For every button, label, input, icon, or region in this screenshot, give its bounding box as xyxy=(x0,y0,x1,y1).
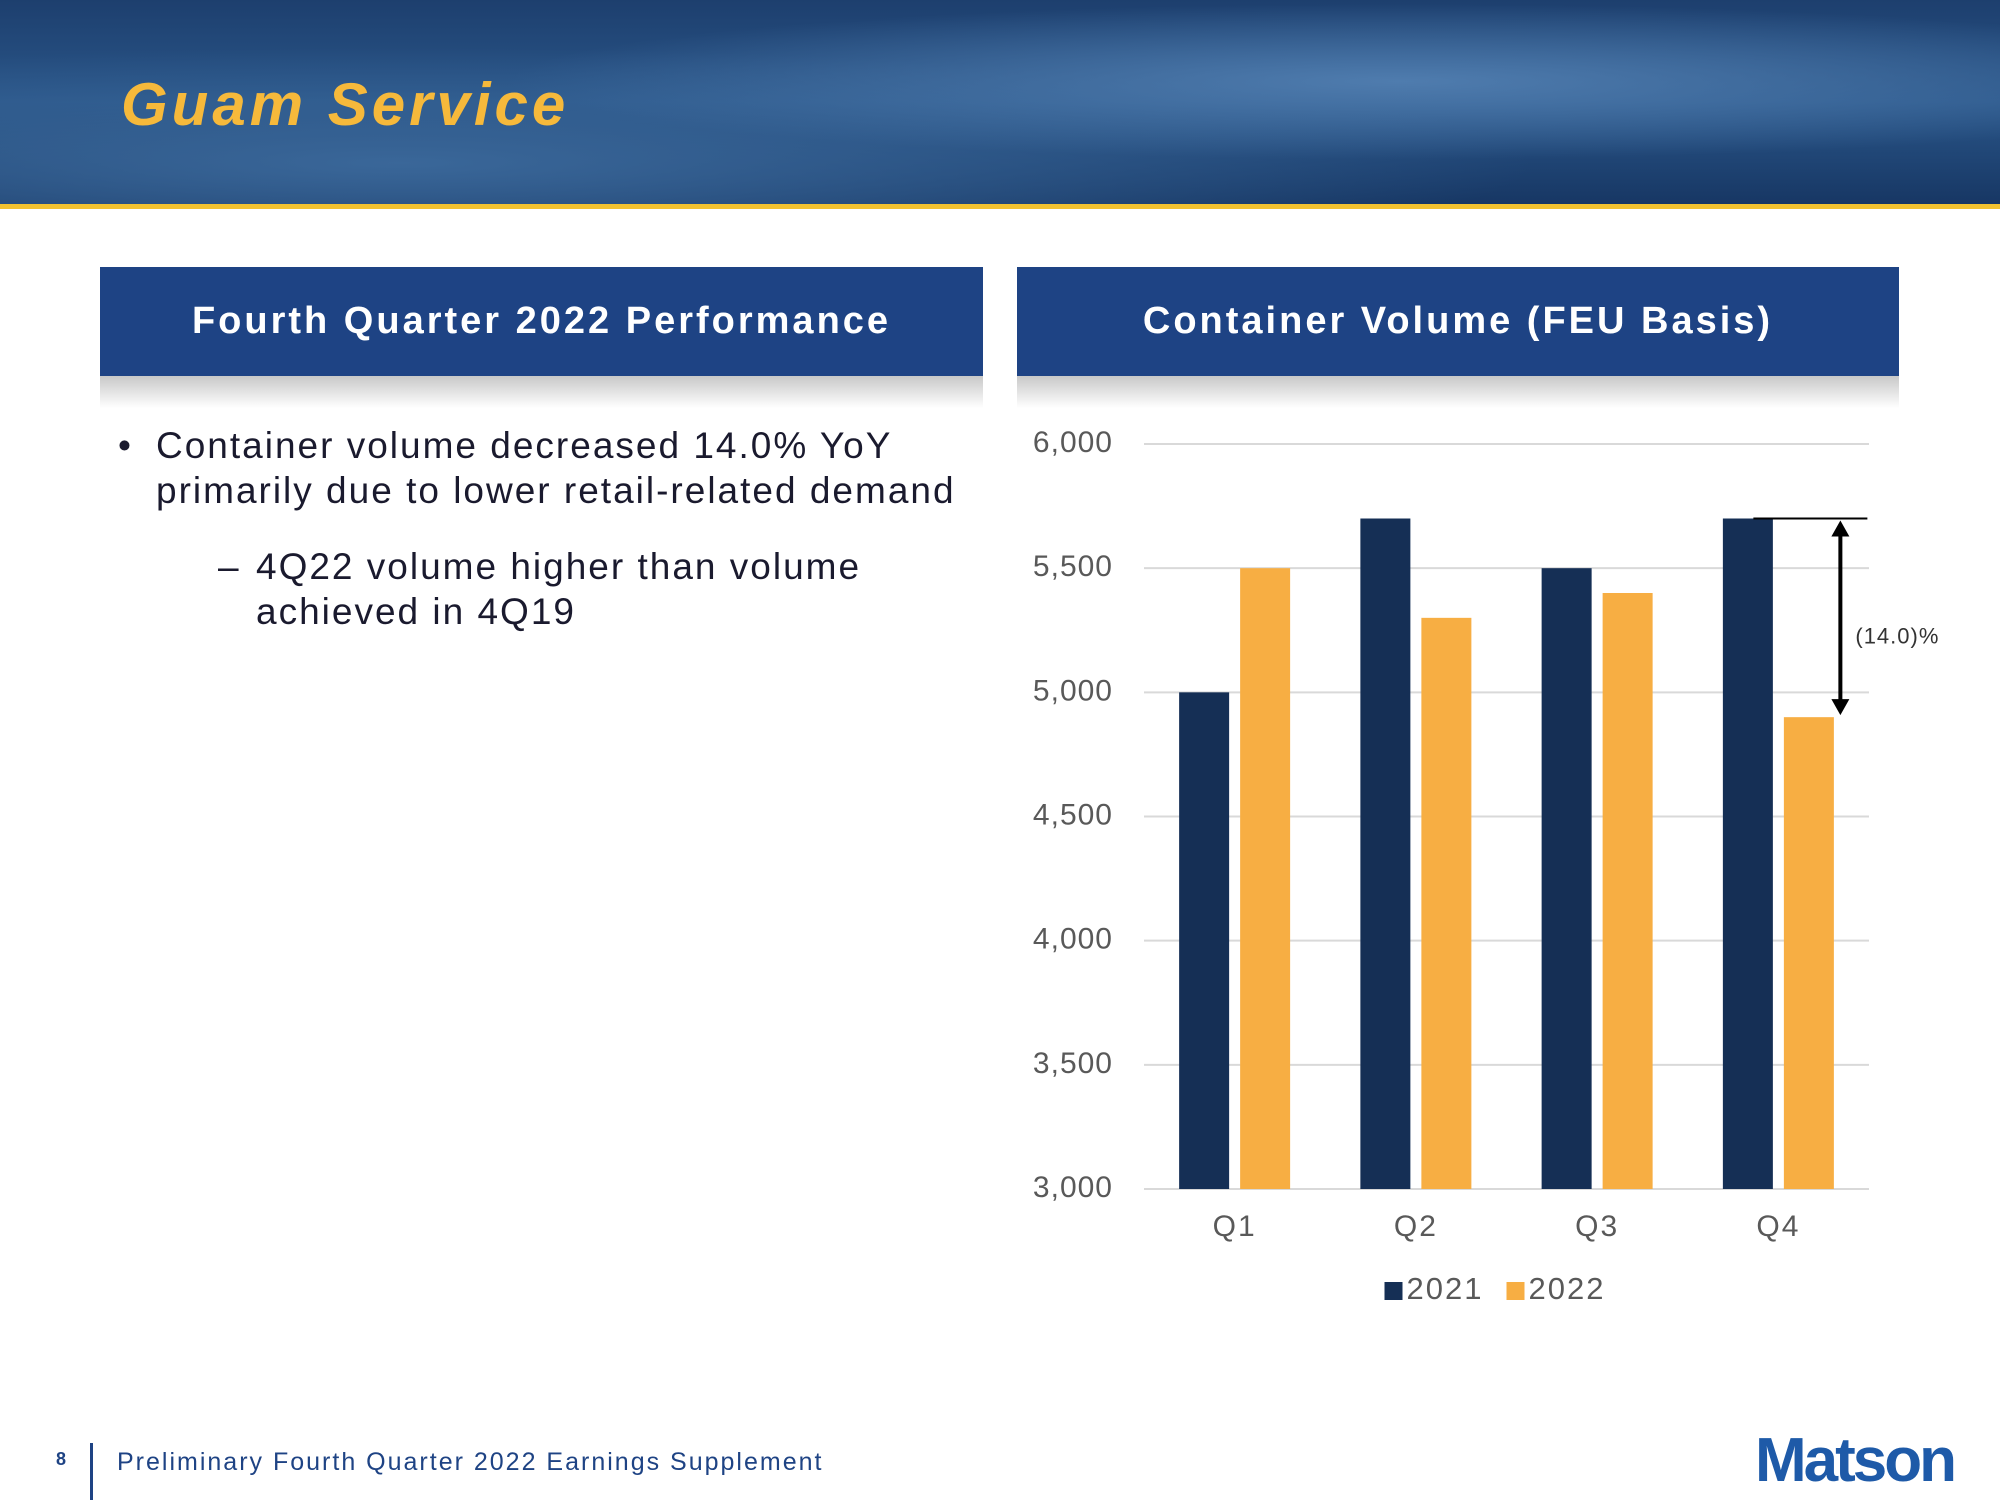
logo: Matson xyxy=(1755,1426,1957,1495)
x-tick-label: Q4 xyxy=(1756,1210,1800,1243)
y-tick-label: 3,000 xyxy=(1033,1171,1113,1204)
legend-label: 2021 xyxy=(1407,1271,1484,1306)
bar xyxy=(1722,518,1773,1189)
panel-shadow xyxy=(100,376,983,408)
annotation: (14.0)% xyxy=(1855,624,1939,649)
y-tick-label: 3,500 xyxy=(1033,1047,1113,1080)
y-tick-label: 5,000 xyxy=(1033,674,1113,707)
legend-label: 2022 xyxy=(1529,1271,1606,1306)
bar xyxy=(1421,617,1472,1189)
bar xyxy=(1602,593,1653,1189)
header-band xyxy=(0,0,2000,209)
sub-bullet: 4Q22 volume higher than volume achieved … xyxy=(256,546,862,632)
x-tick-label: Q1 xyxy=(1213,1210,1257,1243)
bullet: Container volume decreased 14.0% YoY pri… xyxy=(156,425,956,511)
bar xyxy=(1179,692,1230,1189)
bar xyxy=(1240,568,1291,1189)
bullet-dot: • xyxy=(118,425,133,466)
legend-swatch xyxy=(1384,1282,1403,1300)
page-number: 8 xyxy=(56,1449,67,1469)
sub-bullet-dash: – xyxy=(218,546,241,587)
arrow-head xyxy=(1831,699,1850,716)
panel-shadow xyxy=(1017,376,1899,408)
x-tick-label: Q3 xyxy=(1575,1210,1619,1243)
bar xyxy=(1360,518,1411,1189)
y-tick-label: 4,500 xyxy=(1033,798,1113,831)
slide-title: Guam Service xyxy=(121,71,570,138)
bar xyxy=(1783,717,1834,1189)
x-tick-label: Q2 xyxy=(1394,1210,1438,1243)
footer-divider xyxy=(90,1443,93,1500)
panel-header: Container Volume (FEU Basis) xyxy=(1017,267,1899,376)
y-tick-label: 4,000 xyxy=(1033,923,1113,956)
y-tick-label: 6,000 xyxy=(1033,426,1113,459)
y-tick-label: 5,500 xyxy=(1033,550,1113,583)
bar xyxy=(1541,568,1592,1189)
panel-header: Fourth Quarter 2022 Performance xyxy=(100,267,983,376)
legend-swatch xyxy=(1506,1282,1525,1300)
arrow-head xyxy=(1831,520,1850,537)
footer-text: Preliminary Fourth Quarter 2022 Earnings… xyxy=(117,1448,824,1476)
